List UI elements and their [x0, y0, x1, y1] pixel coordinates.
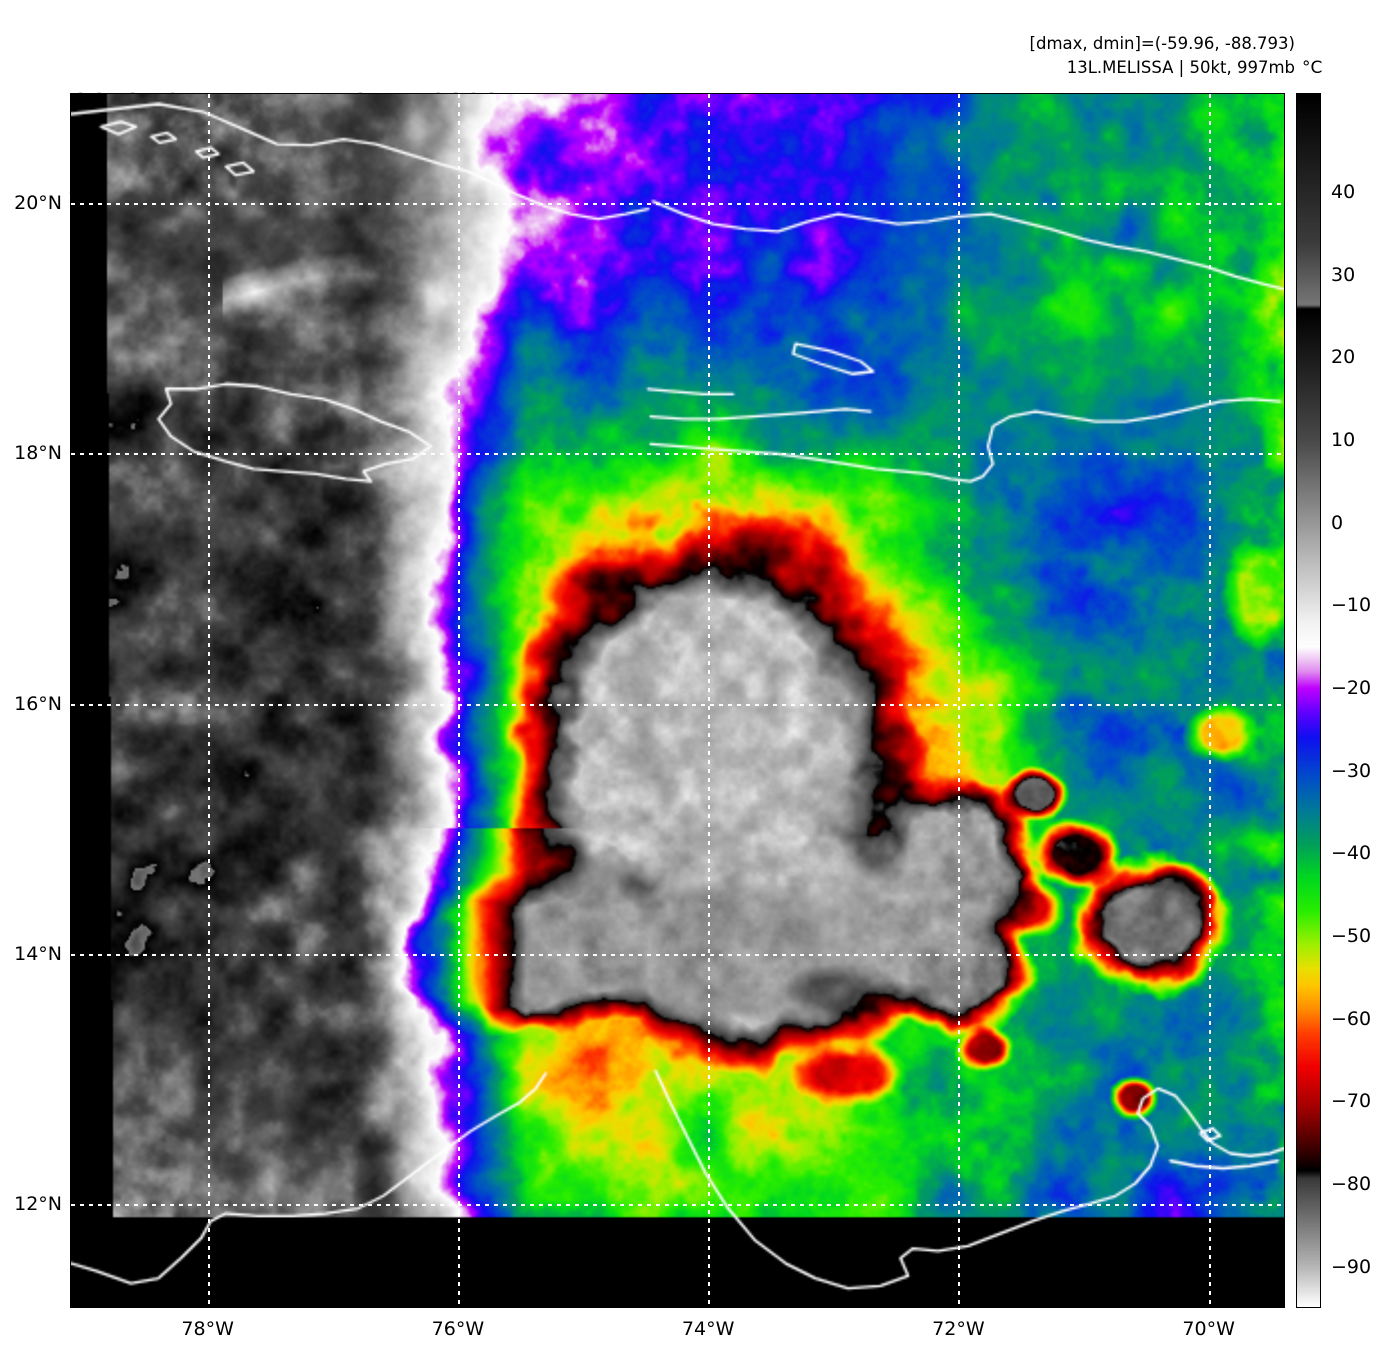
colorbar-tick-minus30: −30: [1331, 759, 1372, 782]
colorbar-tick-20: 20: [1331, 346, 1356, 369]
colorbar-tick-minus40: −40: [1331, 842, 1372, 865]
lat-tick-label-14: 14°N: [14, 942, 62, 965]
lon-tick-label-72: 72°W: [932, 1318, 985, 1340]
colorbar-tick-minus70: −70: [1331, 1090, 1372, 1113]
colorbar-tick-minus90: −90: [1331, 1255, 1372, 1278]
colorbar-tick-minus80: −80: [1331, 1173, 1372, 1196]
storm-info-label: 13L.MELISSA | 50kt, 997mb: [1066, 57, 1295, 77]
colorbar-tick-minus60: −60: [1331, 1007, 1372, 1030]
colorbar-tick-minus10: −10: [1331, 594, 1372, 617]
satellite-infrared-raster: [71, 94, 1284, 1307]
lon-tick-label-76: 76°W: [431, 1318, 485, 1340]
dmax-dmin-label: [dmax, dmin]=(-59.96, -88.793): [1029, 34, 1295, 53]
lat-tick-label-18: 18°N: [14, 442, 62, 465]
colorbar-tick-minus20: −20: [1331, 677, 1372, 700]
colorbar-gradient: [1296, 93, 1321, 1308]
satellite-image-plot[interactable]: Copyright © 2020-2025 Dapiya: [70, 93, 1285, 1308]
lat-tick-label-20: 20°N: [14, 192, 62, 215]
header-metadata-block: [dmax, dmin]=(-59.96, -88.793) 13L.MELIS…: [1030, 32, 1295, 80]
lat-tick-label-16: 16°N: [14, 692, 62, 715]
colorbar-tick-minus50: −50: [1331, 925, 1372, 948]
colorbar-tick-40: 40: [1331, 181, 1356, 204]
lon-tick-label-70: 70°W: [1182, 1318, 1235, 1340]
colorbar-unit-label: °C: [1302, 58, 1323, 78]
lon-tick-label-74: 74°W: [681, 1318, 735, 1340]
colorbar-tick-10: 10: [1331, 429, 1356, 452]
colorbar[interactable]: [1296, 93, 1321, 1308]
colorbar-tick-0: 0: [1331, 511, 1344, 534]
lon-tick-label-78: 78°W: [181, 1318, 234, 1340]
colorbar-tick-30: 30: [1331, 263, 1356, 286]
lat-tick-label-12: 12°N: [14, 1193, 62, 1216]
